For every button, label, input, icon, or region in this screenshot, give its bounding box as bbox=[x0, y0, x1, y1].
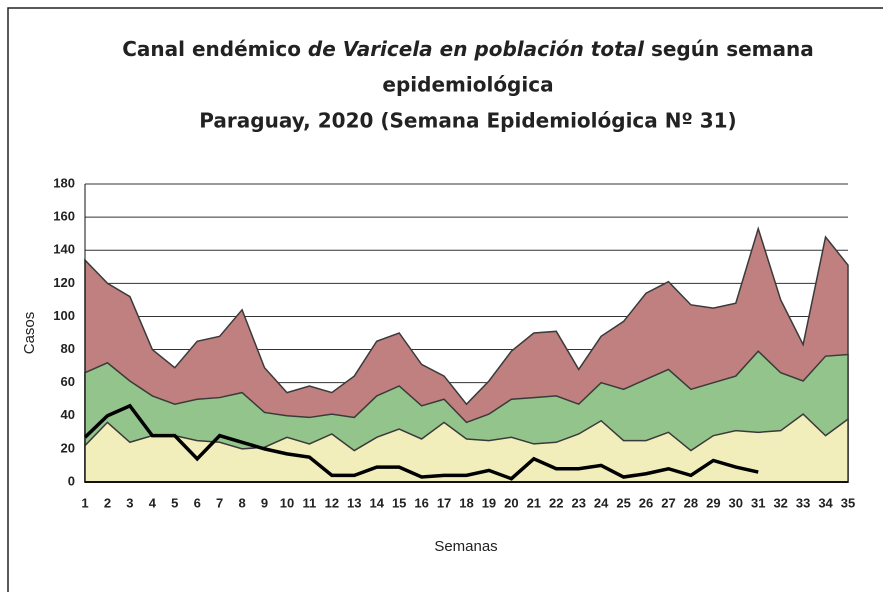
x-tick-label: 17 bbox=[437, 495, 451, 510]
x-tick-label: 1 bbox=[81, 495, 88, 510]
y-tick-label: 100 bbox=[53, 308, 75, 323]
x-tick-label: 2 bbox=[104, 495, 111, 510]
x-tick-label: 10 bbox=[280, 495, 294, 510]
y-tick-label: 20 bbox=[61, 440, 75, 455]
x-tick-label: 18 bbox=[459, 495, 473, 510]
x-tick-label: 25 bbox=[616, 495, 630, 510]
chart-title: Canal endémico de Varicela en población … bbox=[122, 37, 813, 61]
x-tick-label: 16 bbox=[414, 495, 428, 510]
x-axis-label: Semanas bbox=[434, 538, 497, 555]
y-axis-label: Casos bbox=[21, 312, 38, 355]
y-tick-label: 140 bbox=[53, 242, 75, 257]
title-part: de Varicela en población total bbox=[308, 37, 645, 61]
x-tick-label: 27 bbox=[661, 495, 675, 510]
x-tick-label: 35 bbox=[841, 495, 855, 510]
x-tick-label: 8 bbox=[238, 495, 245, 510]
y-tick-label: 60 bbox=[61, 374, 75, 389]
x-tick-label: 3 bbox=[126, 495, 133, 510]
y-tick-label: 160 bbox=[53, 209, 75, 224]
x-tick-label: 13 bbox=[347, 495, 361, 510]
y-tick-label: 180 bbox=[53, 175, 75, 190]
x-tick-label: 29 bbox=[706, 495, 720, 510]
x-tick-label: 33 bbox=[796, 495, 810, 510]
x-tick-label: 4 bbox=[149, 495, 157, 510]
x-tick-label: 20 bbox=[504, 495, 518, 510]
x-tick-label: 12 bbox=[325, 495, 339, 510]
x-tick-label: 15 bbox=[392, 495, 406, 510]
line bbox=[83, 403, 759, 481]
x-tick-label: 11 bbox=[303, 495, 317, 510]
x-tick-label: 5 bbox=[171, 495, 178, 510]
x-tick-label: 19 bbox=[482, 495, 496, 510]
title-part: según semana bbox=[644, 37, 814, 61]
frame bbox=[7, 7, 883, 592]
x-tick-label: 23 bbox=[571, 495, 585, 510]
x-tick-label: 34 bbox=[818, 495, 833, 510]
y-tick-label: 0 bbox=[68, 473, 75, 488]
chart-title: Paraguay, 2020 (Semana Epidemiológica Nº… bbox=[199, 109, 736, 133]
x-tick-label: 22 bbox=[549, 495, 563, 510]
x-tick-label: 14 bbox=[370, 495, 385, 510]
x-tick-label: 32 bbox=[773, 495, 787, 510]
plot-area bbox=[83, 183, 849, 483]
area bbox=[84, 413, 849, 483]
x-tick-label: 9 bbox=[261, 495, 268, 510]
x-tick-label: 30 bbox=[729, 495, 743, 510]
chart-title: epidemiológica bbox=[382, 73, 553, 97]
x-tick-label: 31 bbox=[751, 495, 765, 510]
x-tick-label: 21 bbox=[527, 495, 541, 510]
x-tick-label: 7 bbox=[216, 495, 223, 510]
x-tick-label: 24 bbox=[594, 495, 609, 510]
y-tick-label: 120 bbox=[53, 275, 75, 290]
x-tick-label: 6 bbox=[194, 495, 201, 510]
x-tick-label: 28 bbox=[684, 495, 698, 510]
y-tick-label: 40 bbox=[61, 407, 75, 422]
x-tick-label: 26 bbox=[639, 495, 653, 510]
title-part: Canal endémico bbox=[122, 37, 308, 61]
y-tick-label: 80 bbox=[61, 341, 75, 356]
